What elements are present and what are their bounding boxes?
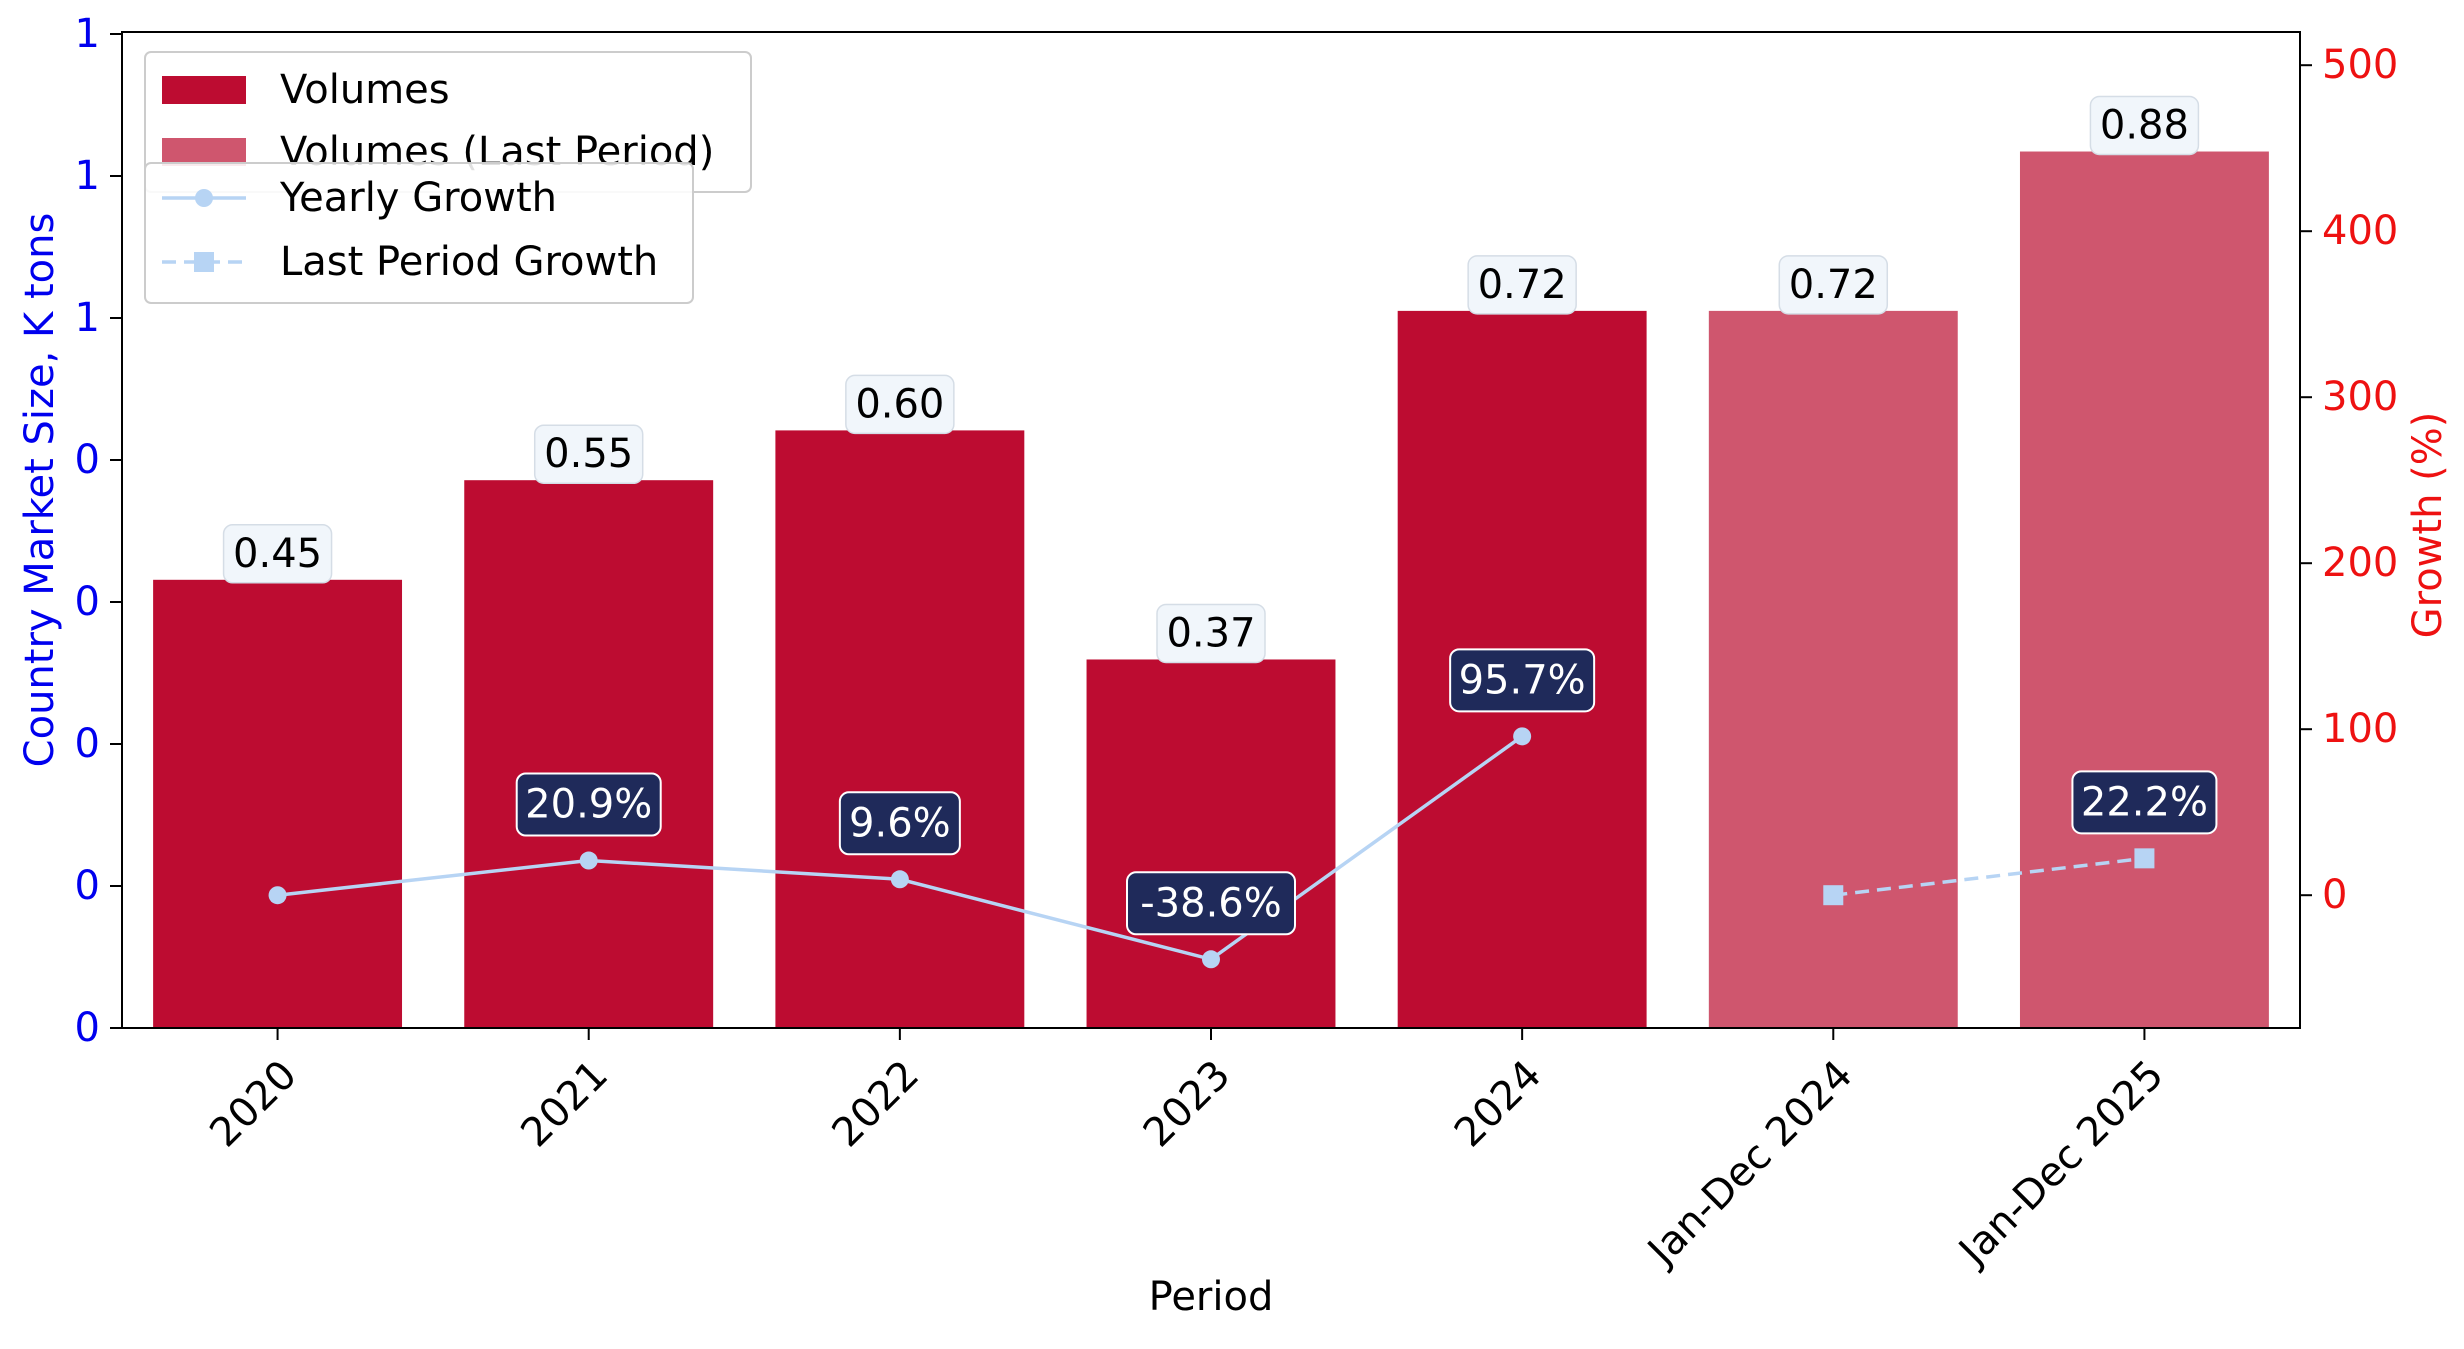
growth-label-box: [1126, 871, 1296, 936]
growth-label: 22.2%: [2081, 779, 2208, 825]
legend-lines: Yearly Growth Last Period Growth: [144, 162, 694, 304]
growth-marker: [1823, 885, 1844, 906]
bar-value-label-group: 0.72: [1778, 255, 1889, 315]
legend-marker: [194, 252, 214, 272]
growth-label-group: 22.2%: [2071, 770, 2218, 835]
growth-label: 95.7%: [1459, 657, 1586, 703]
bar-value-label-group: 0.88: [2089, 95, 2200, 156]
legend-swatch: [162, 76, 246, 104]
growth-marker: [2134, 848, 2155, 869]
left-tick-label: 0: [75, 437, 100, 483]
bar: [464, 480, 714, 1028]
x-axis-title: Period: [1149, 1274, 1274, 1320]
bar-value-label: 0.72: [1478, 262, 1567, 308]
growth-label: 20.9%: [525, 782, 652, 828]
bar-value-label-group: 0.60: [845, 374, 955, 435]
bar-value-label-box: [2089, 95, 2200, 156]
bar-value-label: 0.60: [855, 381, 944, 427]
bar-value-label-box: [845, 374, 955, 435]
legend-marker: [195, 189, 213, 207]
growth-marker: [268, 886, 287, 905]
growth-label: -38.6%: [1140, 880, 1282, 926]
legend-swatch: [162, 138, 246, 166]
bar: [153, 579, 403, 1028]
left-tick-label: 0: [75, 721, 100, 767]
growth-label-group: -38.6%: [1126, 871, 1296, 936]
bar-value-label-group: 0.55: [533, 424, 644, 484]
bar-value-label: 0.37: [1166, 610, 1255, 656]
bar: [2019, 151, 2269, 1028]
bar-value-label-group: 0.72: [1467, 255, 1577, 315]
bar-value-label: 0.55: [544, 431, 633, 477]
left-tick-label: 0: [75, 1005, 100, 1051]
right-tick-label: 500: [2322, 42, 2398, 88]
left-tick-label: 1: [75, 295, 100, 341]
left-tick-label: 0: [75, 863, 100, 909]
bar-value-label-box: [1156, 603, 1266, 664]
bar: [775, 430, 1025, 1028]
bar-value-label-group: 0.45: [222, 524, 333, 584]
left-tick-label: 0: [75, 579, 100, 625]
legend-lines-frame: [144, 162, 694, 304]
legend-label: Last Period Growth: [280, 239, 658, 285]
right-tick-label: 400: [2322, 208, 2398, 254]
growth-label-group: 20.9%: [515, 772, 662, 837]
legend-label: Volumes: [280, 67, 450, 113]
right-tick-label: 200: [2322, 540, 2398, 586]
bar: [1708, 310, 1958, 1028]
growth-label-box: [838, 791, 961, 856]
legend-label: Yearly Growth: [279, 175, 557, 221]
growth-label-group: 95.7%: [1449, 648, 1596, 713]
bar-value-label-group: 0.37: [1156, 603, 1266, 664]
last-period-growth-line: [1833, 856, 2145, 897]
labels-layer: 0.45 0.55 0.60 0.37 0.72 0.72 0.88 20.9% 9.6% -38…: [222, 95, 2218, 936]
growth-label-box: [1449, 648, 1596, 713]
bar-value-label-box: [1467, 255, 1577, 315]
right-tick-label: 300: [2322, 374, 2398, 420]
growth-marker: [1513, 727, 1532, 746]
growth-label: 9.6%: [849, 800, 951, 846]
lines-layer: [268, 727, 2155, 969]
bar: [1086, 659, 1336, 1028]
growth-marker: [1202, 950, 1220, 969]
right-axis-title: Growth (%): [2405, 412, 2451, 639]
growth-marker: [579, 851, 598, 870]
growth-label-group: 9.6%: [838, 791, 961, 856]
bar-value-label-box: [222, 524, 333, 584]
bar-value-label-box: [1778, 255, 1889, 315]
bar-value-label: 0.88: [2100, 103, 2189, 149]
bar-value-label: 0.45: [233, 531, 322, 577]
growth-label-box: [2071, 770, 2218, 835]
left-tick-label: 1: [75, 11, 100, 57]
growth-marker: [890, 870, 909, 889]
growth-label-box: [515, 772, 662, 837]
left-tick-label: 1: [75, 153, 100, 199]
bar-value-label-box: [533, 424, 644, 484]
right-tick-label: 0: [2322, 872, 2347, 918]
bar-value-label: 0.72: [1789, 262, 1878, 308]
left-axis-title: Country Market Size, K tons: [17, 213, 63, 768]
right-tick-label: 100: [2322, 706, 2398, 752]
